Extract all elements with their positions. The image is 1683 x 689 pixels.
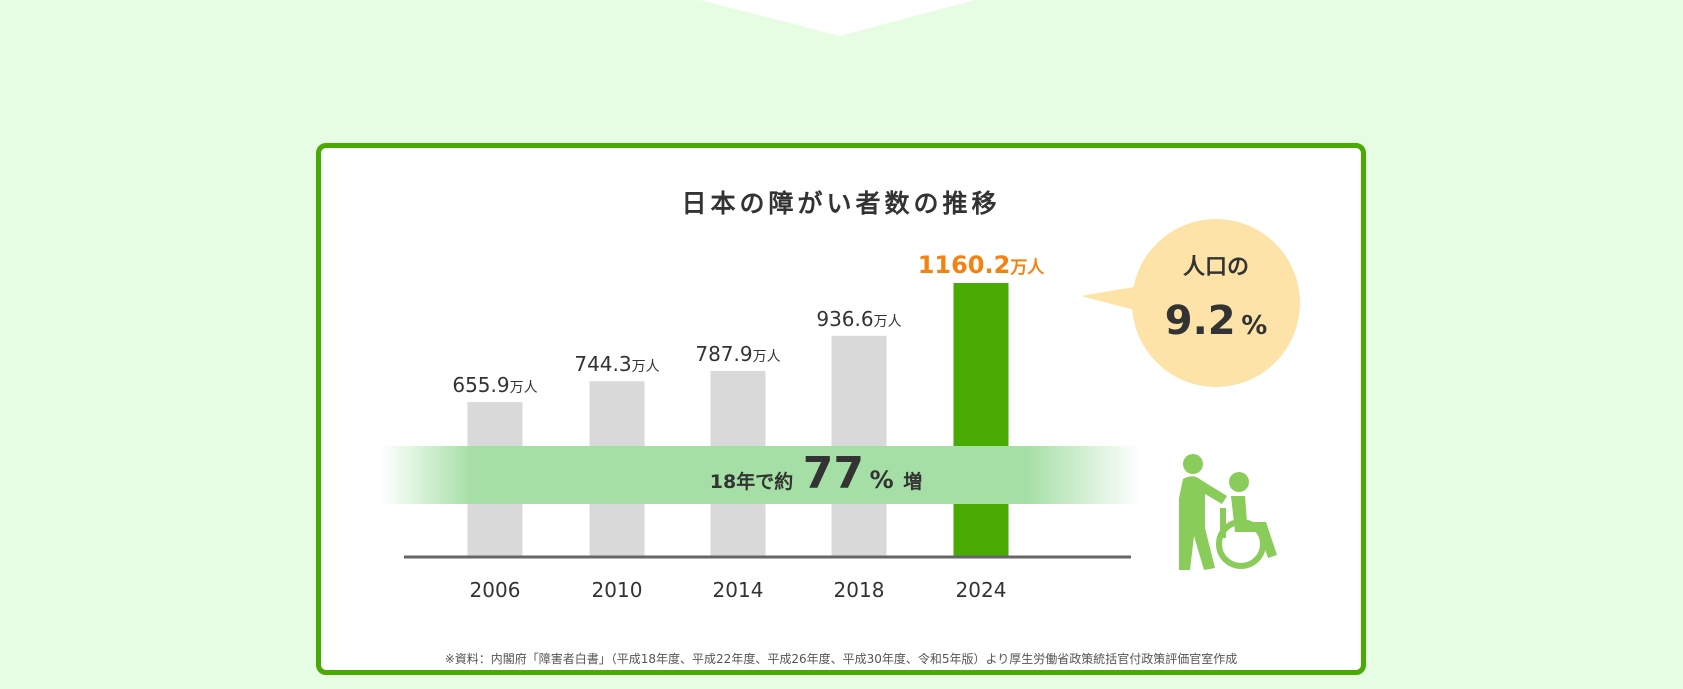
source-note: ※資料：内閣府「障害者白書」（平成18年度、平成22年度、平成26年度、平成30… (444, 652, 1238, 666)
bubble-line1: 人口の (1183, 255, 1249, 280)
x-tick-2006: 2006 (470, 578, 521, 602)
bar-chart: 18年で約 77 % 増 655.9万人2006744.3万人2010787.9… (381, 219, 1300, 602)
value-unit: 万人 (753, 349, 781, 365)
chart-title: 日本の障がい者数の推移 (681, 189, 1001, 218)
value-unit: 万人 (632, 359, 660, 375)
chart-card: 日本の障がい者数の推移 18年で約 77 % 増 655.9万人 2006 744.… (316, 143, 1366, 675)
value-label-2006: 655.9万人 (452, 373, 537, 397)
wheelchair-caregiver-icon (1179, 454, 1277, 570)
bar-2024 (953, 283, 1009, 557)
value-unit: 万人 (1009, 258, 1045, 278)
band-percent: % (870, 466, 894, 494)
value-number: 1160.2 (918, 251, 1011, 279)
increase-band-label: 18年で約 77 % 増 (710, 448, 922, 499)
bubble-percent: % (1241, 311, 1267, 341)
value-label-2014: 787.9万人 (695, 342, 780, 366)
bubble-value: 9.2 % (1165, 298, 1268, 344)
increase-band (381, 446, 1141, 504)
value-unit: 万人 (510, 380, 538, 396)
x-tick-2024: 2024 (956, 578, 1007, 602)
x-tick-2014: 2014 (713, 578, 764, 602)
bubble-number: 9.2 (1165, 298, 1236, 344)
population-share-bubble: 人口の 9.2 % (1081, 219, 1300, 387)
band-number: 77 (803, 448, 864, 499)
value-label-2024: 1160.2万人 (918, 251, 1046, 279)
value-unit: 万人 (874, 314, 902, 330)
value-number: 744.3 (574, 352, 631, 376)
value-number: 655.9 (452, 373, 509, 397)
band-prefix: 18年で約 (710, 470, 793, 493)
value-number: 936.6 (816, 307, 873, 331)
value-number: 787.9 (695, 342, 752, 366)
band-suffix: 増 (903, 470, 922, 493)
value-label-2018: 936.6万人 (816, 307, 901, 331)
value-label-2010: 744.3万人 (574, 352, 659, 376)
top-notch-shape (700, 0, 975, 36)
x-tick-2010: 2010 (592, 578, 643, 602)
x-tick-2018: 2018 (834, 578, 885, 602)
